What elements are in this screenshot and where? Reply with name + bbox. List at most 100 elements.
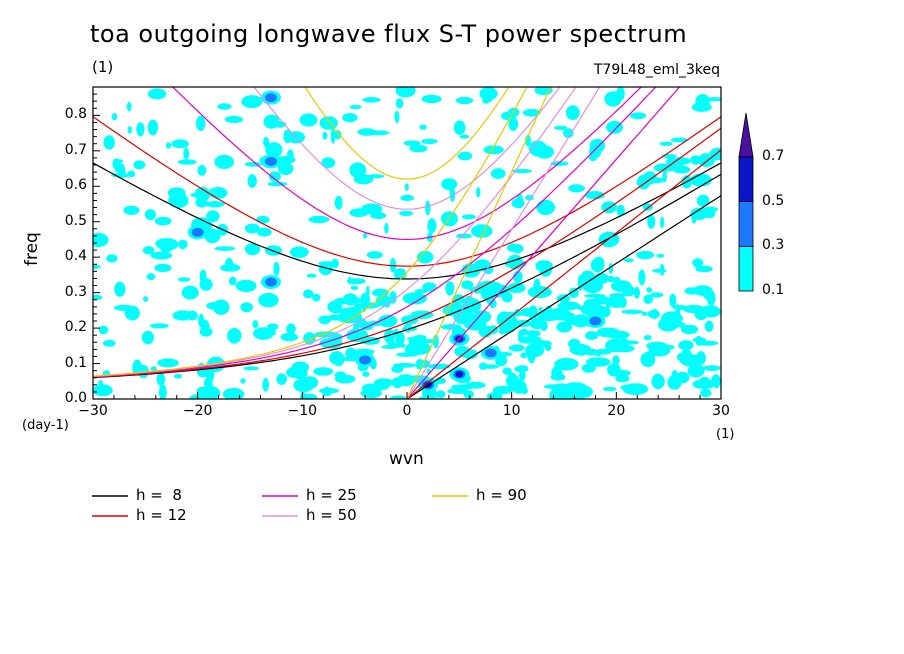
power-hotspot xyxy=(585,314,606,328)
power-cell xyxy=(368,130,390,136)
power-cell xyxy=(585,357,611,367)
dispersion-curve xyxy=(93,87,577,377)
legend-label: h = 90 xyxy=(476,486,527,504)
power-cell xyxy=(393,362,417,368)
power-cell xyxy=(554,357,579,371)
power-cell xyxy=(456,233,472,239)
power-cell xyxy=(384,222,389,234)
power-cell xyxy=(476,186,481,198)
power-cell xyxy=(362,371,370,377)
power-cell xyxy=(403,140,421,146)
power-cell xyxy=(389,291,397,304)
colorbar-segment xyxy=(738,156,754,202)
power-cell xyxy=(322,131,328,140)
power-cell xyxy=(340,296,362,304)
power-cell xyxy=(421,94,442,104)
power-cell xyxy=(164,239,172,250)
power-cell xyxy=(319,116,338,130)
power-cell xyxy=(484,284,509,298)
power-cell xyxy=(638,269,646,286)
power-cell xyxy=(321,157,336,169)
power-cell xyxy=(569,343,592,356)
power-cell xyxy=(378,314,398,328)
power-cell xyxy=(267,181,288,187)
power-hotspot xyxy=(480,345,501,360)
power-cell xyxy=(393,268,407,280)
power-cell xyxy=(314,331,339,338)
power-cell xyxy=(361,203,383,215)
power-cell xyxy=(258,292,279,308)
power-cell xyxy=(483,145,504,155)
power-cell xyxy=(445,281,455,296)
power-cell xyxy=(308,215,330,224)
power-cell xyxy=(546,308,571,321)
power-cell xyxy=(200,319,210,333)
power-cell xyxy=(143,296,149,302)
power-cell xyxy=(454,346,471,357)
power-cell xyxy=(487,325,499,335)
power-cell xyxy=(276,373,287,385)
power-cell xyxy=(206,210,220,223)
power-cell xyxy=(396,352,415,357)
colorbar-label: 0.1 xyxy=(762,282,785,298)
power-cell xyxy=(609,293,627,298)
power-cell xyxy=(580,270,596,284)
power-cell xyxy=(427,218,437,234)
x-tick-label: 0 xyxy=(402,403,412,419)
power-cell xyxy=(512,244,524,254)
y-unit-label: (day-1) xyxy=(22,418,69,433)
power-cell xyxy=(303,289,314,299)
power-cell xyxy=(550,161,569,166)
power-cell xyxy=(502,367,512,375)
power-cell xyxy=(427,363,451,370)
power-spectrum-field xyxy=(93,87,721,399)
power-cell xyxy=(694,306,708,321)
power-cell xyxy=(461,214,476,220)
power-cell xyxy=(196,115,206,131)
power-cell xyxy=(671,370,679,382)
colorbar-label: 0.5 xyxy=(762,192,785,209)
colorbar xyxy=(738,112,754,292)
power-cell xyxy=(173,374,183,379)
power-cell xyxy=(641,311,648,316)
power-cell xyxy=(409,144,428,153)
power-cell xyxy=(604,91,622,107)
power-cell xyxy=(329,351,345,365)
power-cell xyxy=(300,392,307,399)
power-cell xyxy=(647,214,656,229)
colorbar-segment xyxy=(738,201,754,247)
power-cell xyxy=(693,285,713,296)
power-cell xyxy=(373,378,391,391)
power-cell xyxy=(695,265,713,273)
power-cell xyxy=(350,285,359,291)
power-cell xyxy=(197,165,207,176)
power-cell xyxy=(580,304,607,317)
power-cell xyxy=(289,246,309,258)
y-axis-label: freq xyxy=(22,232,42,266)
power-cell xyxy=(703,365,721,371)
power-cell xyxy=(146,273,156,281)
power-cell xyxy=(413,335,427,340)
power-cell xyxy=(103,339,116,347)
dispersion-curve xyxy=(304,87,510,180)
power-cell xyxy=(319,337,343,349)
power-cell xyxy=(595,348,612,355)
x-tick-label: −10 xyxy=(287,403,318,419)
power-cell xyxy=(126,101,132,112)
power-cell xyxy=(241,95,263,109)
power-cell xyxy=(367,174,385,179)
power-cell xyxy=(606,275,616,283)
power-cell xyxy=(165,142,172,149)
power-cell xyxy=(93,264,101,269)
chart-title: toa outgoing longwave flux S-T power spe… xyxy=(90,20,688,48)
power-cell xyxy=(183,147,190,160)
power-cell xyxy=(677,352,688,362)
power-cell xyxy=(563,128,574,139)
power-cell xyxy=(337,311,363,324)
power-cell xyxy=(514,381,521,394)
power-cell xyxy=(459,134,470,139)
power-cell xyxy=(507,372,517,379)
power-cell xyxy=(194,186,211,202)
power-cell xyxy=(267,323,279,331)
